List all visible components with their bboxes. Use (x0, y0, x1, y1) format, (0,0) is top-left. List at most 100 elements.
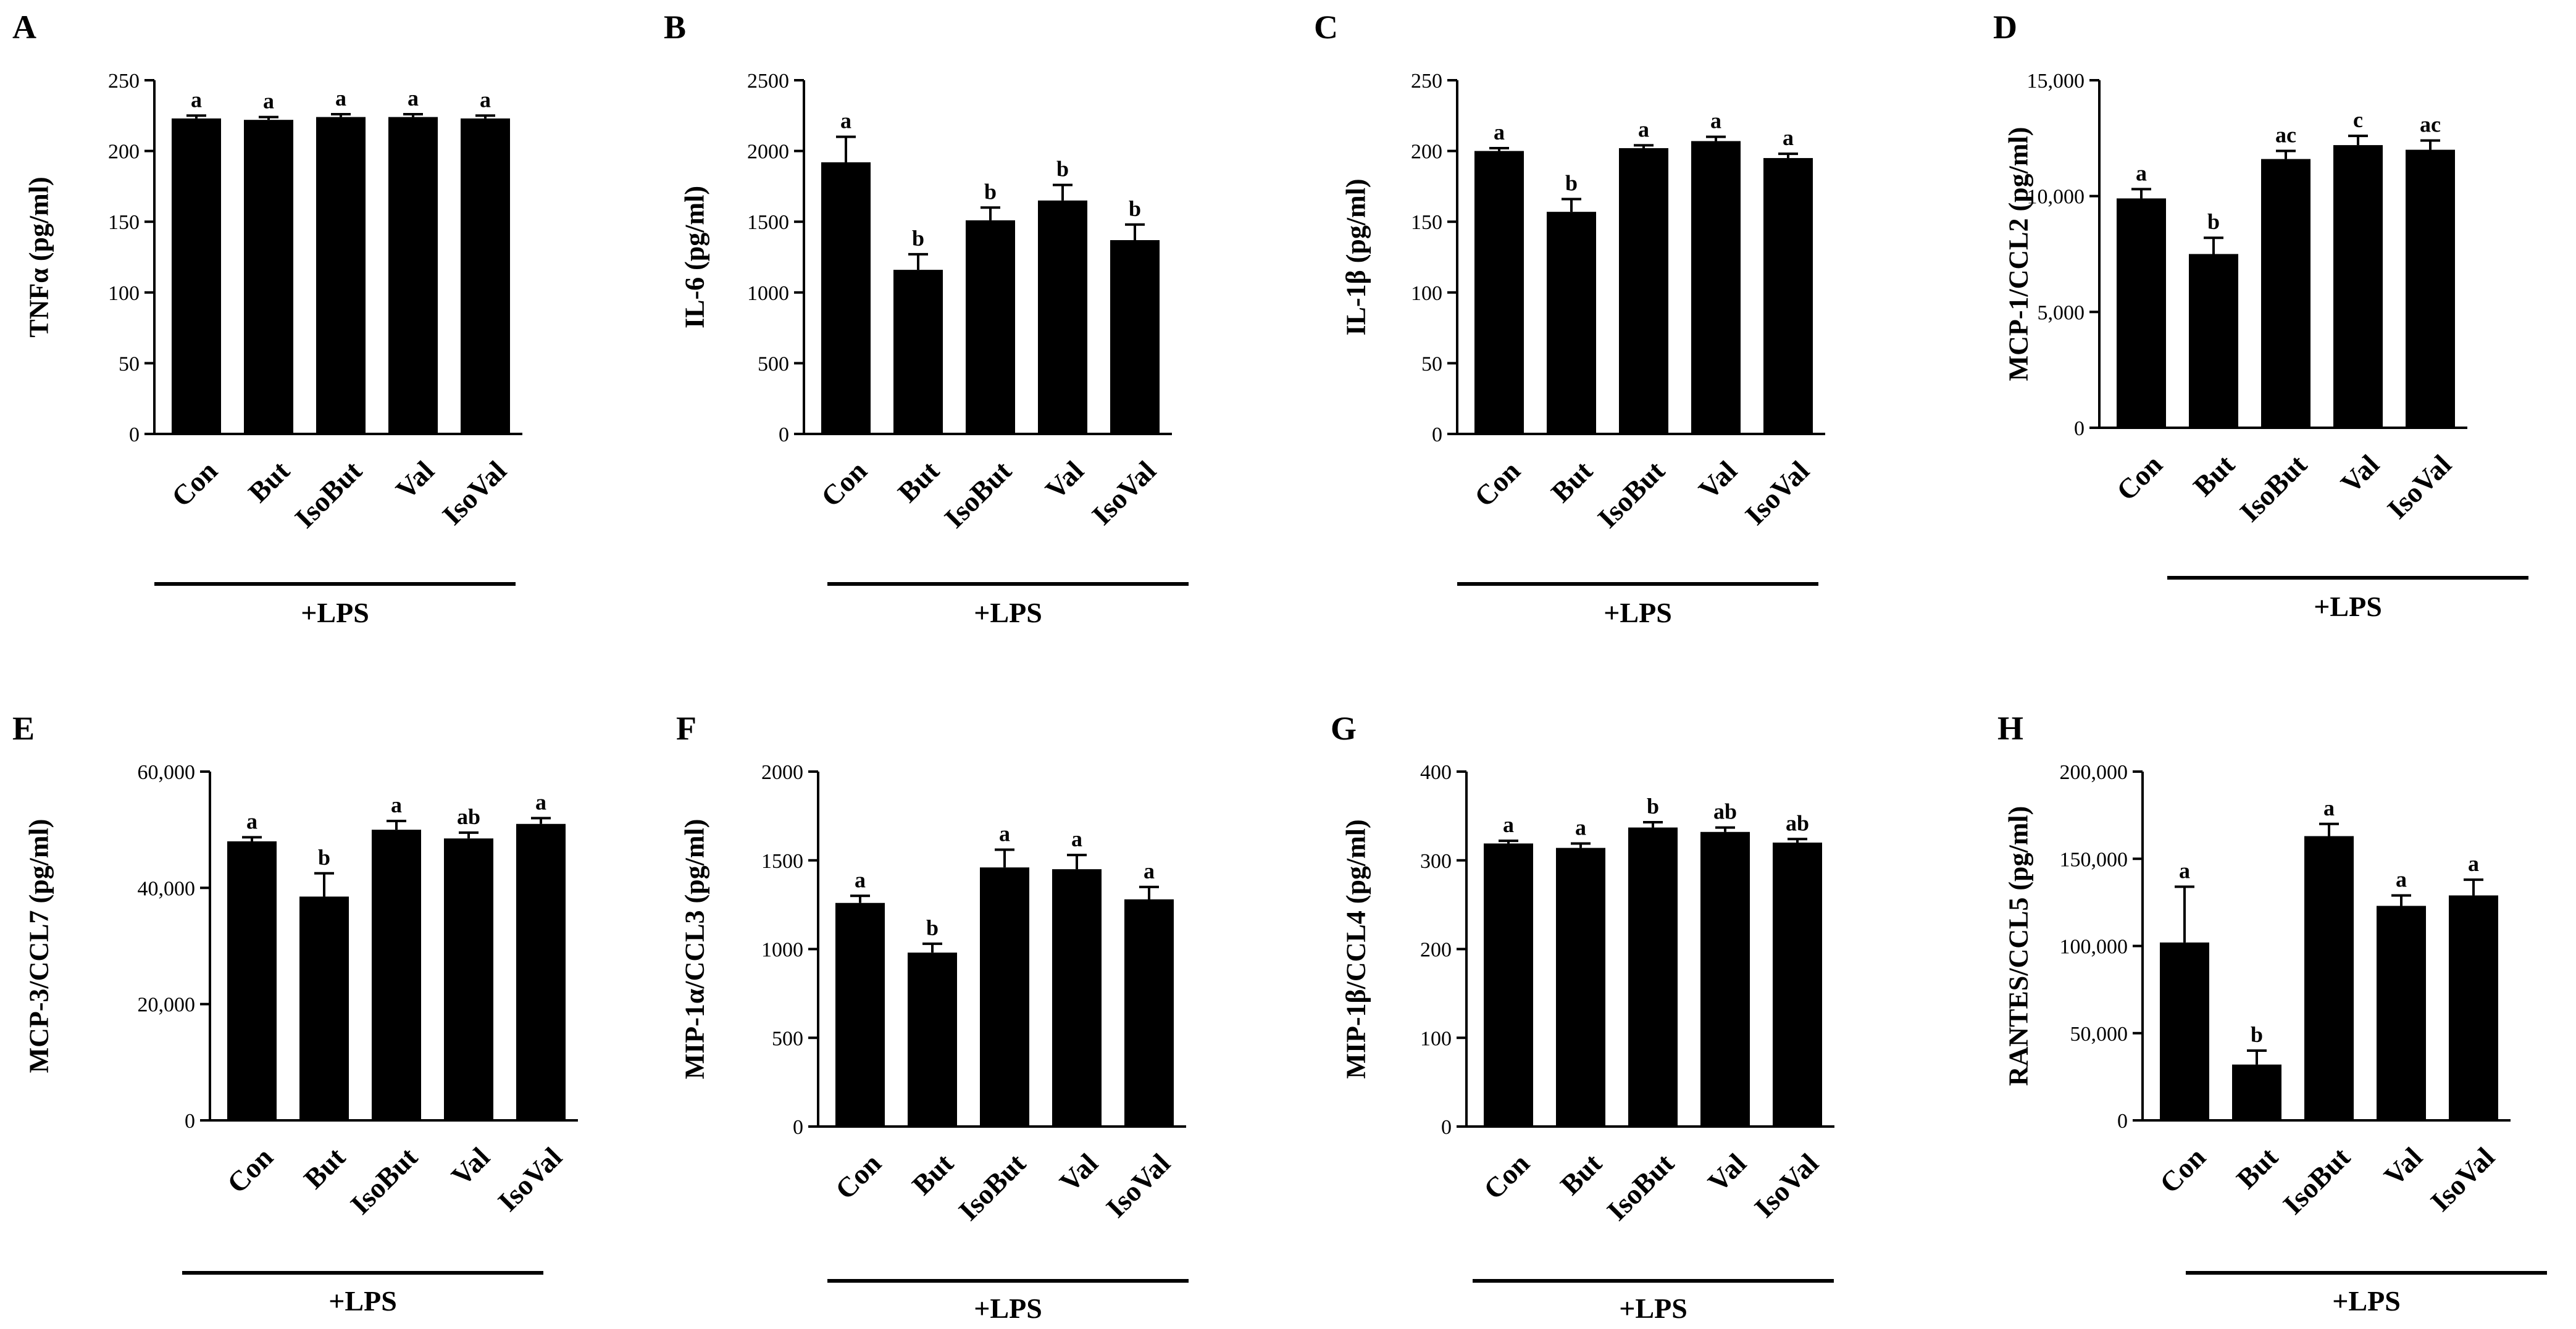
y-tick-label: 1000 (761, 939, 803, 962)
significance-letter: a (391, 793, 402, 817)
significance-letter: ab (1786, 810, 1809, 835)
bar-isoval (2406, 149, 2455, 428)
y-tick-label: 1000 (747, 282, 789, 305)
x-tick-label: Val (445, 1141, 496, 1192)
x-tick-label: IsoBut (1592, 454, 1671, 534)
x-tick-label: IsoBut (953, 1147, 1032, 1227)
panel-letter: E (12, 710, 35, 747)
bar-val (2377, 906, 2426, 1120)
bar-isoval (1124, 899, 1174, 1127)
bar-but (244, 120, 293, 434)
bar-but (1556, 848, 1605, 1127)
y-tick-label: 150 (1411, 211, 1442, 234)
x-tick-label: IsoBut (939, 454, 1018, 534)
x-tick-label: IsoVal (2424, 1141, 2500, 1217)
x-tick-label: IsoVal (1748, 1148, 1824, 1223)
y-tick-label: 15,000 (2027, 70, 2085, 93)
significance-letter: b (1129, 196, 1141, 221)
bar-but (893, 270, 943, 434)
bar-isobut (2261, 159, 2310, 428)
panel-letter: F (676, 710, 696, 747)
bar-con (821, 162, 871, 434)
x-tick-label: Val (2335, 449, 2385, 499)
significance-letter: a (335, 86, 346, 110)
significance-letter: a (999, 822, 1010, 846)
treatment-label: +LPS (2332, 1285, 2401, 1317)
significance-letter: ac (2275, 122, 2296, 147)
significance-letter: b (2207, 209, 2220, 234)
bar-val (388, 117, 438, 435)
chart-panel-g: G 0 100 200 300 400 MIP-1β/CCL4 (pg/ml) a Con a Bu… (1331, 710, 1834, 1324)
y-tick-label: 20,000 (138, 994, 196, 1017)
significance-letter: a (1638, 117, 1649, 141)
y-tick-label: 250 (1411, 70, 1442, 93)
significance-letter: a (2179, 858, 2190, 883)
x-tick-label: Con (2110, 449, 2168, 507)
significance-letter: a (480, 87, 491, 112)
panel-letter: B (664, 9, 686, 46)
x-tick-label: IsoVal (491, 1141, 567, 1217)
x-tick-label: IsoBut (345, 1141, 424, 1220)
y-tick-label: 150 (108, 211, 140, 234)
significance-letter: a (535, 789, 546, 814)
significance-letter: a (1710, 109, 1721, 133)
y-tick-label: 5,000 (2038, 301, 2085, 324)
bar-isobut (1619, 148, 1668, 435)
x-tick-label: IsoBut (2234, 448, 2314, 528)
x-tick-label: But (1554, 1147, 1608, 1201)
x-tick-label: IsoVal (1085, 455, 1161, 531)
bar-val (1700, 831, 1750, 1127)
y-tick-label: 0 (2117, 1110, 2128, 1133)
y-tick-label: 100 (108, 282, 140, 305)
y-axis-label: MIP-1α/CCL3 (pg/ml) (679, 819, 709, 1080)
significance-letter: a (855, 867, 866, 892)
x-tick-label: IsoVal (1100, 1148, 1176, 1223)
bar-isoval (461, 118, 510, 434)
significance-letter: b (318, 845, 330, 870)
bar-but (2232, 1064, 2281, 1120)
y-axis-label: IL-1β (pg/ml) (1340, 178, 1371, 335)
x-tick-label: IsoBut (289, 454, 369, 534)
significance-letter: ab (457, 804, 480, 829)
x-tick-label: Val (1692, 455, 1743, 506)
bar-val (2333, 145, 2383, 428)
y-tick-label: 0 (793, 1116, 803, 1139)
y-tick-label: 2000 (761, 761, 803, 784)
significance-letter: a (2396, 867, 2407, 892)
x-tick-label: Con (2154, 1141, 2212, 1199)
x-tick-label: But (892, 454, 945, 508)
y-tick-label: 300 (1420, 850, 1452, 873)
significance-letter: b (2251, 1022, 2263, 1047)
bar-but (908, 952, 957, 1127)
y-tick-label: 100 (1411, 282, 1442, 305)
bar-but (2189, 254, 2238, 428)
y-tick-label: 2000 (747, 141, 789, 164)
x-tick-label: IsoVal (436, 455, 512, 531)
bar-isobut (1628, 827, 1678, 1127)
panel-letter: G (1331, 710, 1357, 747)
bar-isoval (1763, 158, 1813, 434)
y-tick-label: 100,000 (2060, 936, 2128, 959)
bar-con (2117, 198, 2166, 428)
treatment-label: +LPS (2314, 591, 2382, 622)
y-tick-label: 0 (779, 423, 789, 446)
y-tick-label: 10,000 (2027, 186, 2085, 209)
chart-panel-d: D 0 5,000 10,000 15,000 MCP-1/CCL2 (pg/ml) a Co… (1993, 9, 2528, 622)
x-tick-label: IsoBut (2277, 1141, 2357, 1220)
x-tick-label: Val (1039, 455, 1090, 506)
significance-letter: b (984, 179, 997, 204)
bar-con (227, 841, 277, 1120)
bar-con (1474, 151, 1524, 434)
treatment-label: +LPS (974, 1293, 1042, 1324)
y-tick-label: 200 (108, 141, 140, 164)
y-tick-label: 250 (108, 70, 140, 93)
x-tick-label: Val (1702, 1148, 1752, 1198)
bar-isoval (1773, 843, 1822, 1127)
significance-letter: ab (1713, 799, 1737, 824)
y-tick-label: 40,000 (138, 877, 196, 900)
significance-letter: a (246, 809, 257, 833)
y-tick-label: 500 (772, 1027, 803, 1050)
y-tick-label: 0 (1441, 1116, 1452, 1139)
significance-letter: a (1783, 125, 1794, 150)
